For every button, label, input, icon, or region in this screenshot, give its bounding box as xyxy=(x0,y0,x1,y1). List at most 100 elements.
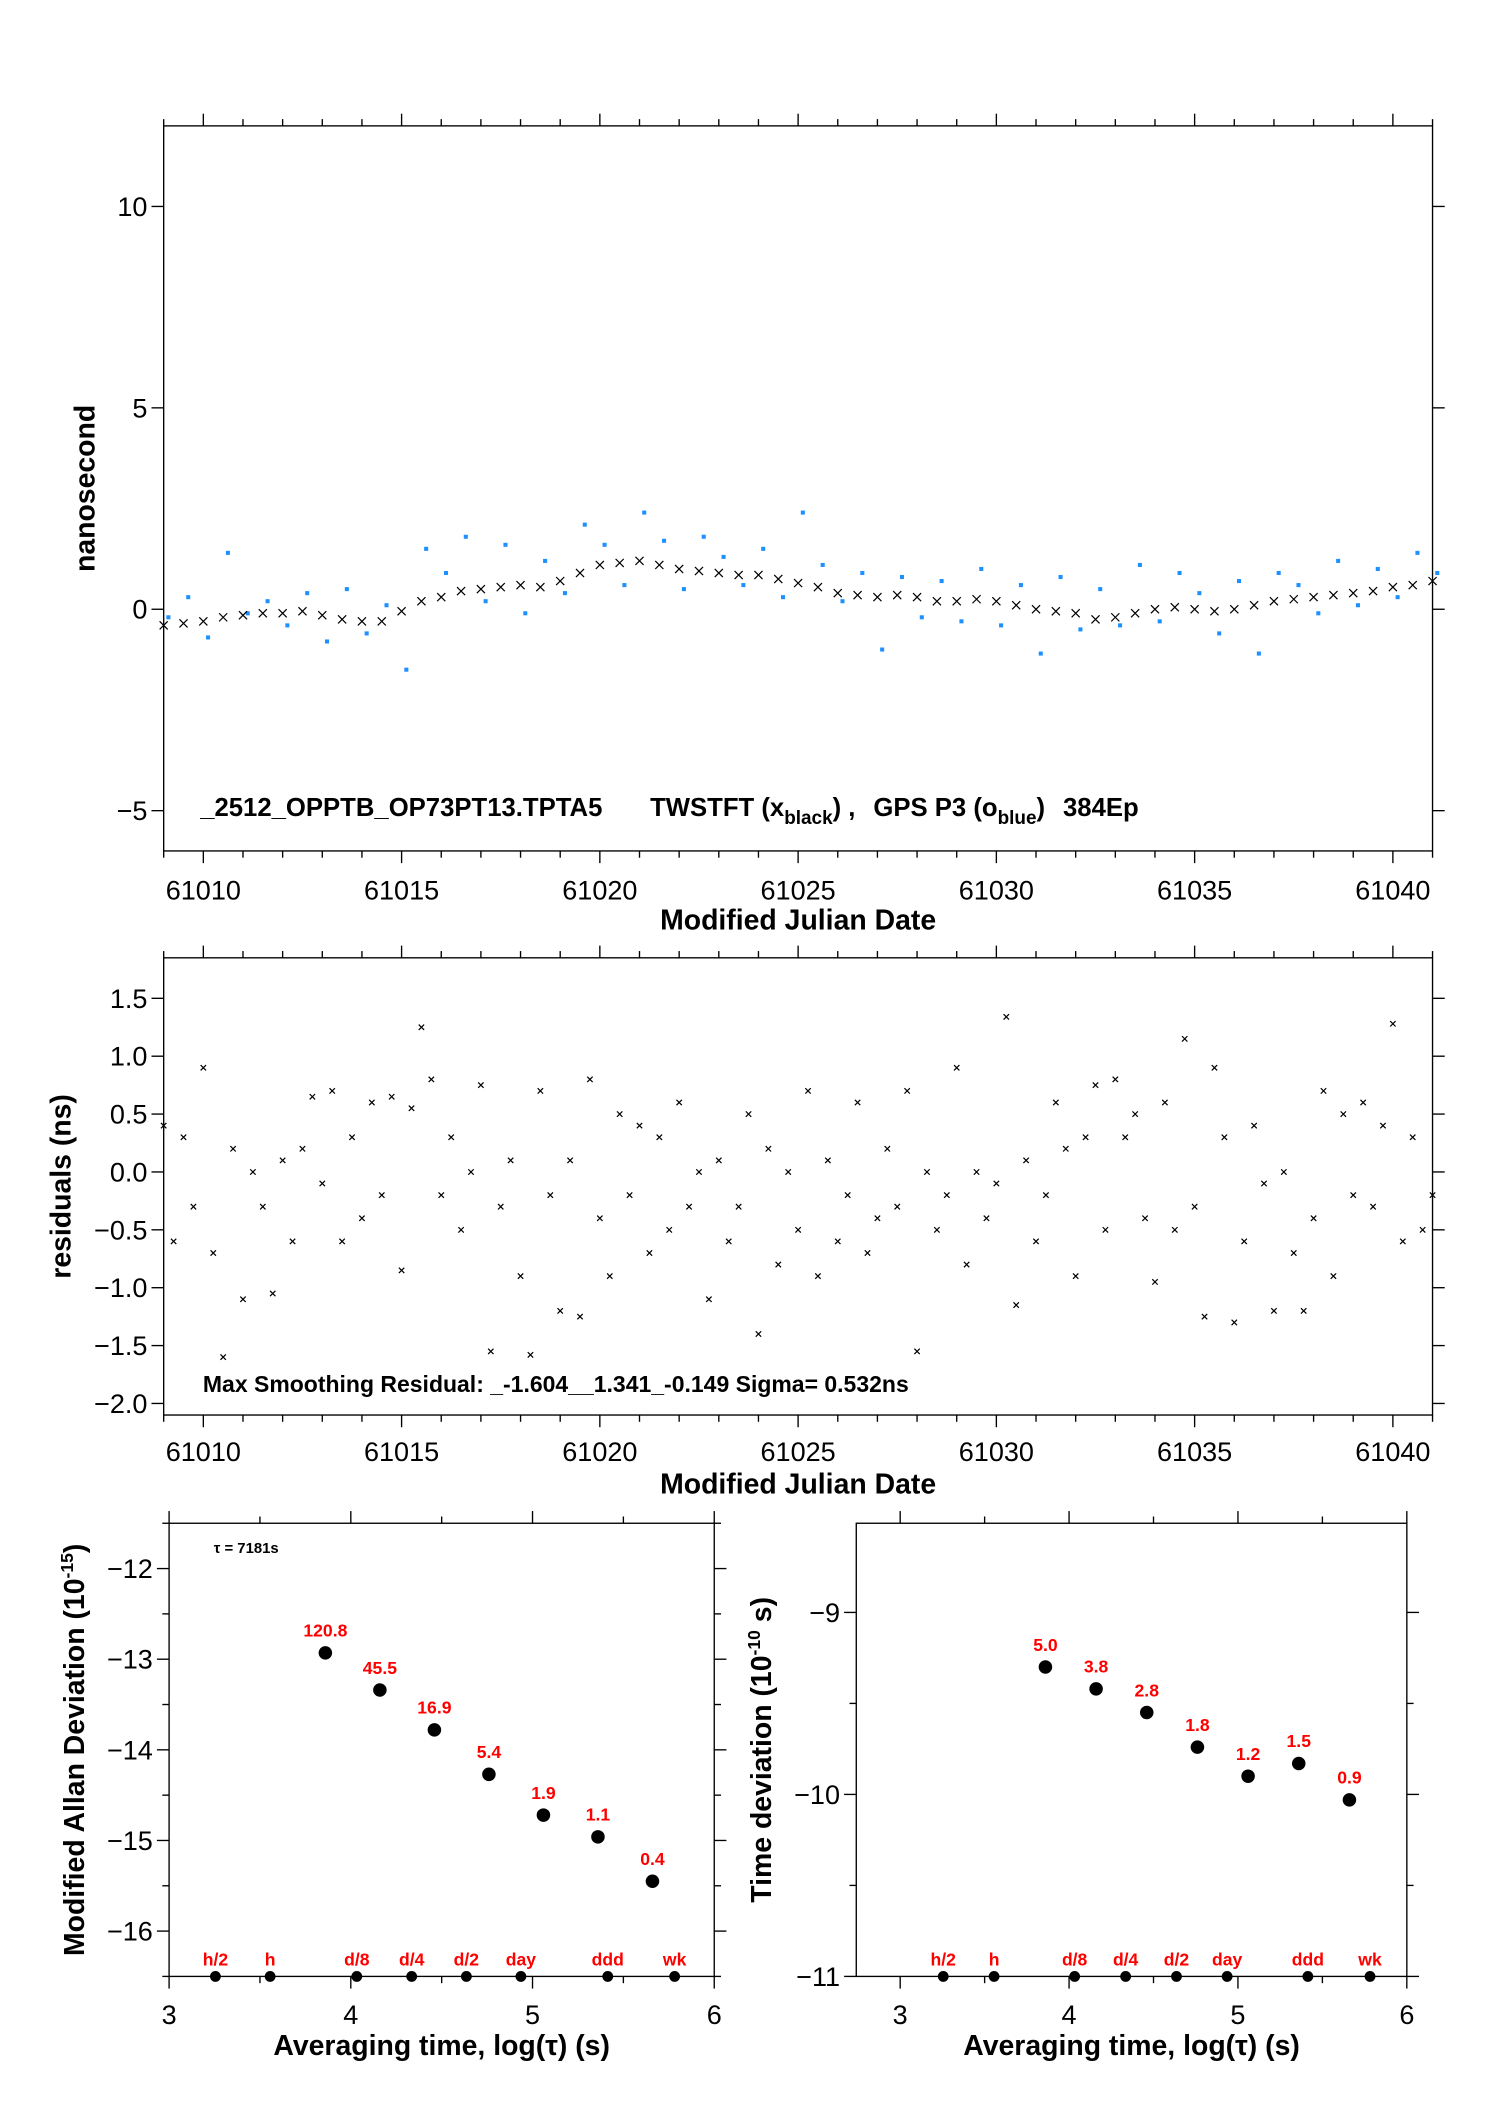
residual-point xyxy=(249,1168,257,1176)
x-tick-label: 6 xyxy=(707,2000,722,2030)
gps-point xyxy=(721,554,726,559)
residual-point xyxy=(547,1191,554,1199)
gps-point xyxy=(483,599,488,604)
point-label: 45.5 xyxy=(363,1658,397,1678)
series2-label: GPS P3 (o xyxy=(873,794,997,822)
residual-point xyxy=(418,1024,425,1031)
y-tick-label: −10 xyxy=(794,1780,840,1810)
gps-point xyxy=(1217,631,1222,636)
gps-point xyxy=(662,538,667,543)
residual-point xyxy=(1161,1099,1169,1106)
residual-point xyxy=(1350,1191,1357,1199)
gps-point xyxy=(959,619,964,624)
residual-point xyxy=(1260,1180,1268,1187)
residual-point xyxy=(626,1191,633,1199)
residual-point xyxy=(358,1215,366,1222)
gps-point xyxy=(1177,570,1182,576)
gps-point xyxy=(543,558,548,563)
tau-marker xyxy=(351,1971,363,1982)
x-tick-label: 61035 xyxy=(1157,1437,1232,1467)
twstft-point xyxy=(1091,614,1100,624)
y-axis-title-sup: -15 xyxy=(57,1553,77,1579)
tau-marker-label: d/4 xyxy=(1113,1950,1139,1970)
gps-point xyxy=(681,587,686,592)
tau-marker-label: h/2 xyxy=(931,1950,957,1970)
gps-point xyxy=(1435,570,1440,576)
gps-point xyxy=(1316,611,1321,616)
y-axis-title-text: nanosecond xyxy=(70,405,102,572)
residual-point xyxy=(1003,1013,1010,1020)
residual-point xyxy=(487,1348,494,1355)
residual-point xyxy=(477,1082,485,1089)
gps-point xyxy=(1336,558,1341,563)
tau-marker-label: wk xyxy=(662,1950,687,1970)
residual-point xyxy=(963,1261,970,1268)
tau-marker-label: h xyxy=(265,1950,276,1970)
residual-point xyxy=(1112,1076,1119,1083)
twstft-point xyxy=(813,582,823,592)
residual-point xyxy=(874,1215,881,1222)
residual-point xyxy=(160,1122,167,1129)
residual-point xyxy=(210,1249,217,1257)
gps-point xyxy=(820,562,825,567)
residual-point xyxy=(1122,1134,1129,1141)
twstft-point xyxy=(496,582,506,592)
residual-point xyxy=(309,1093,316,1100)
deviation-point xyxy=(427,1723,442,1737)
residual-point xyxy=(170,1238,177,1245)
residual-point xyxy=(1013,1301,1020,1309)
residual-point xyxy=(1191,1203,1198,1210)
twstft-point xyxy=(1309,592,1319,602)
gps-point xyxy=(344,587,349,592)
residual-point xyxy=(834,1238,841,1245)
residual-point xyxy=(715,1157,722,1164)
residual-point xyxy=(1310,1215,1317,1222)
residual-point xyxy=(557,1307,564,1314)
residual-point xyxy=(368,1099,375,1106)
gps-point xyxy=(1256,651,1261,656)
residual-annotation: Max Smoothing Residual: _-1.604__1.341_-… xyxy=(203,1371,909,1397)
gps-point xyxy=(324,639,330,644)
tau-annotation: τ = 7181s xyxy=(214,1541,279,1557)
point-label: 1.5 xyxy=(1287,1731,1312,1751)
residual-point xyxy=(1042,1191,1050,1199)
y-tick-label: −11 xyxy=(796,1962,840,1992)
y-tick-label: 10 xyxy=(117,192,147,222)
gps-point xyxy=(503,542,508,547)
gps-point xyxy=(404,667,409,672)
tau-marker xyxy=(406,1971,418,1982)
residual-point xyxy=(1022,1157,1030,1164)
residual-point xyxy=(1389,1020,1397,1027)
y-axis-title: Time deviation (10-10 s) xyxy=(744,1597,778,1903)
residual-point xyxy=(408,1105,415,1112)
tau-marker xyxy=(264,1971,276,1982)
twstft-point xyxy=(853,590,863,600)
twstft-point xyxy=(1348,588,1358,598)
residual-point xyxy=(904,1087,911,1095)
residual-point xyxy=(894,1203,901,1210)
tau-marker-label: d/4 xyxy=(399,1950,425,1970)
gps-point xyxy=(1395,595,1400,600)
residual-point xyxy=(1211,1064,1218,1071)
gps-point xyxy=(780,595,786,600)
point-label: 1.8 xyxy=(1185,1715,1210,1735)
residual-point xyxy=(656,1134,663,1141)
gps-point xyxy=(265,599,270,604)
mdev-plot: 3 4 5 6 −16 −15 −14 −13 −12 Averaging time, log(τ… xyxy=(57,1511,727,2062)
point-label: 5.4 xyxy=(477,1742,502,1762)
residual-point xyxy=(1250,1122,1258,1129)
residual-point xyxy=(636,1122,643,1129)
gps-point xyxy=(800,510,805,515)
twstft-point xyxy=(872,592,882,602)
gps-point xyxy=(424,546,429,551)
residual-point xyxy=(953,1064,960,1071)
y-axis-title: Modified Allan Deviation (10-15) xyxy=(57,1544,91,1956)
residual-point xyxy=(943,1191,950,1199)
y-tick-label: 1.5 xyxy=(110,984,148,1014)
residual-point xyxy=(1141,1215,1149,1222)
twstft-point xyxy=(1011,600,1021,610)
tau-marker xyxy=(1069,1971,1081,1982)
tau-marker xyxy=(1221,1971,1233,1982)
twstft-point xyxy=(278,608,288,618)
residual-point xyxy=(348,1134,356,1141)
